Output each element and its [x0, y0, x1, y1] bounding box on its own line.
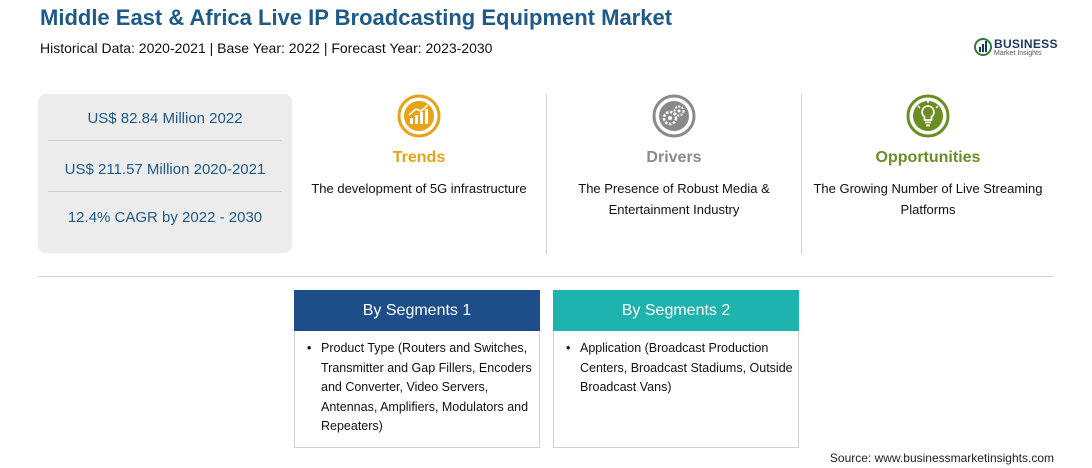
company-logo: BUSINESS Market Insights [974, 35, 1074, 63]
stat-historical-value: US$ 211.57 Million 2020-2021 [64, 161, 266, 178]
trends-label: Trends [392, 149, 446, 166]
column-divider [801, 94, 802, 254]
stat-divider [48, 140, 282, 141]
segment-1-body: • Product Type (Routers and Switches, Tr… [307, 339, 535, 437]
bullet-icon: • [566, 341, 571, 355]
logo-tagline: Market Insights [994, 50, 1042, 57]
opportunities-label: Opportunities [875, 149, 981, 166]
stat-divider [48, 191, 282, 192]
segment-2-body: • Application (Broadcast Production Cent… [566, 339, 794, 398]
segment-2-item: Application (Broadcast Production Center… [580, 341, 793, 394]
segment-1-item: Product Type (Routers and Switches, Tran… [321, 341, 532, 433]
logo-name: BUSINESS [994, 37, 1058, 51]
stat-market-value-2022: US$ 82.84 Million 2022 [87, 110, 243, 127]
segment-2-card: By Segments 2 • Application (Broadcast P… [553, 290, 799, 448]
logo-icon [974, 38, 992, 56]
lightbulb-icon [906, 94, 950, 138]
opportunities-text: The Growing Number of Live Streaming Pla… [813, 181, 1043, 217]
market-stats-panel: US$ 82.84 Million 2022 US$ 211.57 Millio… [38, 94, 292, 253]
column-divider [546, 94, 547, 254]
drivers-text: The Presence of Robust Media & Entertain… [578, 181, 770, 217]
section-divider [38, 276, 1054, 277]
source-citation: Source: www.businessmarketinsights.com [829, 451, 1054, 465]
segment-1-card: By Segments 1 • Product Type (Routers an… [294, 290, 540, 448]
page-subtitle: Historical Data: 2020-2021 | Base Year: … [40, 40, 493, 56]
chart-trend-icon [397, 94, 441, 138]
segment-1-header: By Segments 1 [294, 290, 540, 331]
stat-cagr: 12.4% CAGR by 2022 - 2030 [67, 209, 263, 226]
page-title: Middle East & Africa Live IP Broadcastin… [40, 5, 673, 30]
bullet-icon: • [307, 341, 312, 355]
trends-text: The development of 5G infrastructure [311, 181, 527, 196]
segment-2-header: By Segments 2 [553, 290, 799, 331]
gears-icon [652, 94, 696, 138]
drivers-label: Drivers [646, 149, 702, 166]
